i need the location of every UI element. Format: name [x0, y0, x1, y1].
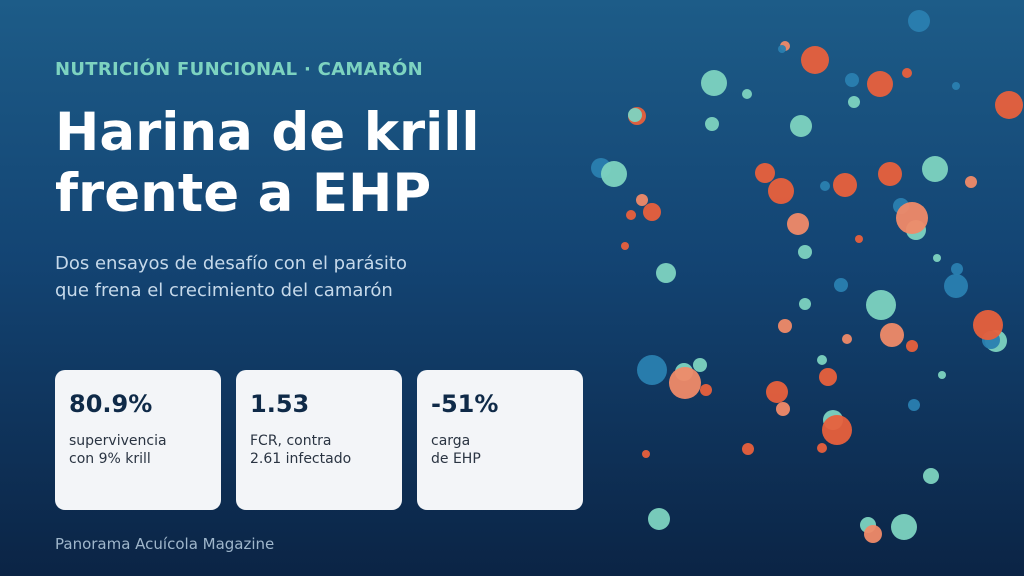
stat-label-line: con 9% krill [69, 451, 151, 467]
stat-card: -51% carga de EHP [417, 370, 583, 510]
stat-card: 1.53 FCR, contra 2.61 infectado [236, 370, 402, 510]
stat-label: supervivencia con 9% krill [69, 432, 207, 468]
subtitle: Dos ensayos de desafío con el parásito q… [55, 250, 407, 304]
subtitle-line: Dos ensayos de desafío con el parásito [55, 253, 408, 274]
subtitle-line: que frena el crecimiento del camarón [55, 280, 393, 301]
stat-cards: 80.9% supervivencia con 9% krill 1.53 FC… [55, 370, 583, 510]
stat-value: 1.53 [250, 390, 310, 418]
title-line: Harina de krill [55, 102, 480, 163]
stat-value: -51% [431, 390, 499, 418]
title: Harina de krill frente a EHP [55, 102, 480, 224]
stat-label-line: de EHP [431, 451, 481, 467]
title-line: frente a EHP [55, 163, 432, 224]
stat-label: carga de EHP [431, 432, 569, 468]
stat-label-line: carga [431, 433, 471, 449]
kicker: NUTRICIÓN FUNCIONAL · CAMARÓN [55, 59, 423, 80]
stat-label-line: FCR, contra [250, 433, 332, 449]
stat-label: FCR, contra 2.61 infectado [250, 432, 388, 468]
stat-label-line: supervivencia [69, 433, 167, 449]
source: Panorama Acuícola Magazine [55, 535, 275, 553]
stat-value: 80.9% [69, 390, 153, 418]
stat-label-line: 2.61 infectado [250, 451, 352, 467]
stat-card: 80.9% supervivencia con 9% krill [55, 370, 221, 510]
